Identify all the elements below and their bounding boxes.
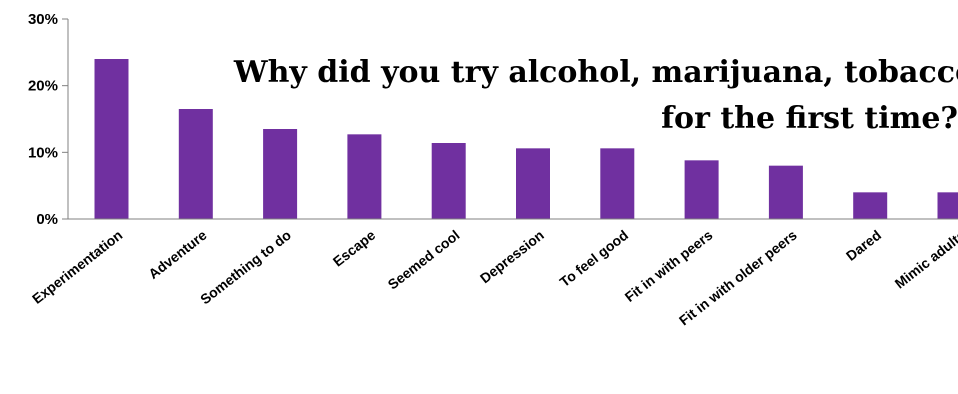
- x-category-label: Adventure: [145, 227, 210, 282]
- x-category-label: Depression: [477, 227, 547, 287]
- chart-title-line: Why did you try alcohol, marijuana, toba…: [233, 55, 958, 90]
- chart-title-line: for the first time?: [661, 101, 958, 136]
- bar: [600, 148, 635, 219]
- x-category-label: Something to do: [197, 227, 294, 308]
- bar: [853, 192, 888, 219]
- bar: [263, 129, 298, 219]
- x-category-label: Dared: [843, 227, 884, 264]
- bar: [178, 109, 213, 219]
- x-category-label: Fit in with peers: [622, 227, 716, 305]
- bar: [937, 192, 958, 219]
- bar: [768, 165, 803, 219]
- x-category-label: Mimic adults: [892, 227, 958, 292]
- bar: [684, 160, 719, 219]
- y-tick-label: 10%: [28, 144, 58, 161]
- bar: [347, 134, 382, 219]
- bar: [94, 59, 129, 219]
- y-tick-label: 20%: [28, 78, 58, 95]
- y-tick-label: 30%: [28, 11, 58, 28]
- x-category-label: Experimentation: [29, 227, 125, 307]
- x-category-label: Seemed cool: [385, 227, 463, 293]
- x-category-label: Escape: [330, 227, 379, 270]
- y-tick-label: 0%: [36, 211, 58, 228]
- bar: [431, 143, 466, 219]
- x-category-label: To feel good: [557, 227, 632, 290]
- bar: [516, 148, 550, 219]
